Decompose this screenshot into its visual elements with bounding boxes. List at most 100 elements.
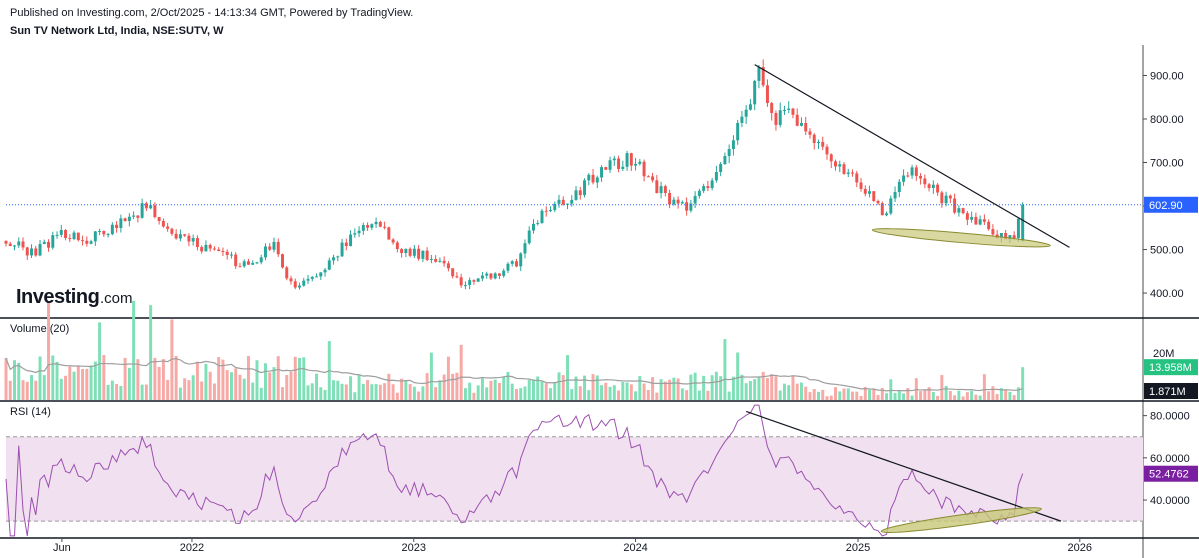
candle-body [387, 227, 391, 240]
volume-ma-badge-bg [1144, 383, 1198, 399]
volume-bar [383, 383, 387, 400]
price-support-ellipse[interactable] [871, 225, 1051, 250]
candle-body [536, 223, 540, 225]
candle-body [34, 248, 38, 256]
candle-body [927, 184, 931, 188]
volume-bar [136, 359, 140, 400]
candle-body [238, 266, 242, 268]
volume-bar [157, 367, 161, 400]
candle-body [170, 228, 174, 234]
candle [910, 164, 914, 179]
volume-bar [991, 386, 995, 400]
candle [914, 164, 918, 181]
candle [851, 169, 855, 177]
candle-body [144, 203, 148, 209]
rsi-trendline[interactable] [745, 410, 1062, 522]
candle [89, 239, 93, 245]
candle [727, 144, 731, 164]
candle-body [98, 230, 102, 232]
candle-body [753, 80, 757, 105]
candle [187, 233, 191, 247]
candle-body [540, 210, 544, 224]
candle-body [1012, 235, 1016, 238]
candle [638, 158, 642, 166]
volume-bar [885, 393, 889, 400]
volume-bar [821, 389, 825, 400]
volume-bar [842, 388, 846, 400]
candle-body [412, 248, 416, 256]
candle [268, 243, 272, 252]
volume-bar [242, 378, 246, 400]
candle [808, 128, 812, 139]
candle-body [349, 234, 353, 246]
candle [349, 230, 353, 247]
candle [157, 216, 161, 225]
volume-bar [251, 382, 255, 400]
volume-bar [710, 375, 714, 400]
volume-bar [727, 391, 731, 400]
volume-bar [285, 374, 289, 400]
candle-body [876, 200, 880, 204]
candle-body [646, 176, 650, 178]
candle-body [374, 221, 378, 225]
candle [1021, 202, 1025, 242]
candle-body [782, 109, 786, 111]
candle [47, 239, 51, 252]
volume-bar [238, 374, 242, 400]
candle-body [531, 223, 535, 231]
candle [408, 247, 412, 258]
candle [353, 228, 357, 238]
candle-body [910, 167, 914, 176]
price-trendline[interactable] [754, 64, 1070, 248]
candle-body [229, 254, 233, 256]
candle [81, 235, 85, 246]
candle-body [689, 203, 693, 211]
candle [919, 173, 923, 185]
candle [553, 201, 557, 213]
volume-bar [187, 380, 191, 400]
candle [76, 232, 80, 242]
candle [944, 191, 948, 207]
candle [506, 262, 510, 274]
candle-body [642, 161, 646, 177]
candle-body [438, 260, 442, 262]
candle-body [961, 208, 965, 214]
rsi-tick-label: 60.0000 [1150, 453, 1190, 465]
candle [13, 244, 16, 251]
candle [799, 117, 803, 127]
candle-body [868, 191, 872, 194]
candle-body [421, 250, 425, 259]
volume-bar [123, 357, 127, 400]
volume-bar [183, 378, 187, 400]
candle [668, 189, 672, 209]
volume-bar [106, 384, 110, 400]
candle [387, 226, 391, 240]
volume-bar [306, 385, 310, 400]
candle-body [821, 141, 825, 147]
candle [812, 133, 816, 150]
volume-bar [978, 395, 982, 400]
candle-body [987, 221, 991, 230]
candle [234, 252, 238, 270]
candle-body [332, 257, 336, 261]
candle-body [914, 167, 918, 176]
candle [714, 165, 718, 183]
candle-body [336, 256, 340, 258]
volume-bar [782, 383, 786, 400]
volume-bar [336, 380, 340, 400]
price-tick-label: 900.00 [1150, 70, 1184, 82]
candle [740, 110, 744, 128]
candle-body [361, 225, 365, 231]
time-tick-label: 2026 [1068, 542, 1092, 554]
candle [102, 230, 106, 237]
volume-bar [446, 356, 450, 400]
volume-bar [736, 352, 740, 400]
volume-bar [923, 390, 927, 400]
volume-bar [910, 395, 914, 400]
candle [697, 188, 701, 199]
candle [115, 221, 119, 233]
candle-body [549, 210, 552, 212]
volume-bar [1016, 387, 1020, 400]
rsi-support-ellipse[interactable] [880, 504, 1043, 537]
